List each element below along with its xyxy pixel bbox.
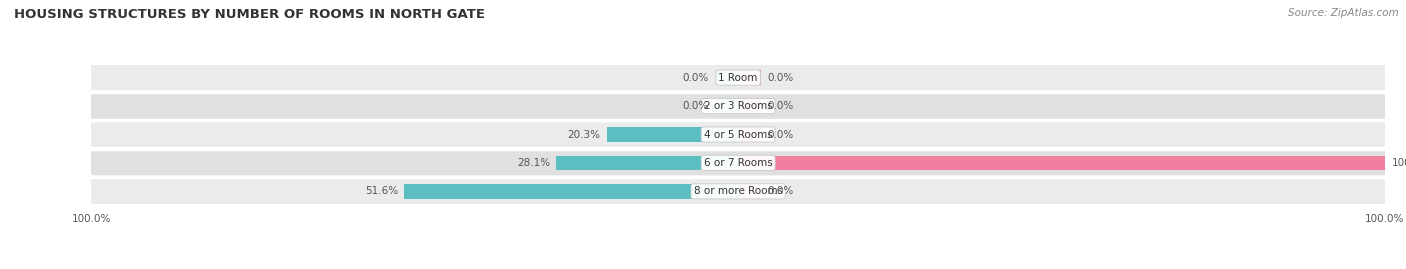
- Text: 0.0%: 0.0%: [683, 101, 709, 111]
- Text: 28.1%: 28.1%: [517, 158, 550, 168]
- Text: 0.0%: 0.0%: [768, 186, 793, 196]
- Bar: [405, 184, 738, 199]
- Bar: [91, 150, 1385, 175]
- FancyBboxPatch shape: [91, 94, 1385, 119]
- Bar: [716, 70, 738, 85]
- Text: 51.6%: 51.6%: [364, 186, 398, 196]
- Bar: [557, 155, 738, 170]
- Bar: [91, 65, 1385, 90]
- Bar: [91, 179, 1385, 204]
- Text: 100.0%: 100.0%: [1392, 158, 1406, 168]
- Text: 20.3%: 20.3%: [568, 129, 600, 140]
- Bar: [738, 70, 761, 85]
- Text: 2 or 3 Rooms: 2 or 3 Rooms: [704, 101, 772, 111]
- Text: 0.0%: 0.0%: [683, 73, 709, 83]
- Text: HOUSING STRUCTURES BY NUMBER OF ROOMS IN NORTH GATE: HOUSING STRUCTURES BY NUMBER OF ROOMS IN…: [14, 8, 485, 21]
- Bar: [738, 184, 761, 199]
- Text: 0.0%: 0.0%: [768, 129, 793, 140]
- Text: 8 or more Rooms: 8 or more Rooms: [693, 186, 783, 196]
- Bar: [91, 94, 1385, 119]
- FancyBboxPatch shape: [91, 122, 1385, 147]
- FancyBboxPatch shape: [91, 65, 1385, 90]
- Bar: [91, 122, 1385, 147]
- FancyBboxPatch shape: [91, 150, 1385, 175]
- FancyBboxPatch shape: [91, 179, 1385, 204]
- Bar: [738, 155, 1385, 170]
- Bar: [607, 127, 738, 142]
- Bar: [716, 99, 738, 114]
- Text: 6 or 7 Rooms: 6 or 7 Rooms: [704, 158, 772, 168]
- Text: Source: ZipAtlas.com: Source: ZipAtlas.com: [1288, 8, 1399, 18]
- Bar: [738, 127, 761, 142]
- Text: 4 or 5 Rooms: 4 or 5 Rooms: [704, 129, 772, 140]
- Text: 0.0%: 0.0%: [768, 101, 793, 111]
- Text: 1 Room: 1 Room: [718, 73, 758, 83]
- Bar: [738, 99, 761, 114]
- Text: 0.0%: 0.0%: [768, 73, 793, 83]
